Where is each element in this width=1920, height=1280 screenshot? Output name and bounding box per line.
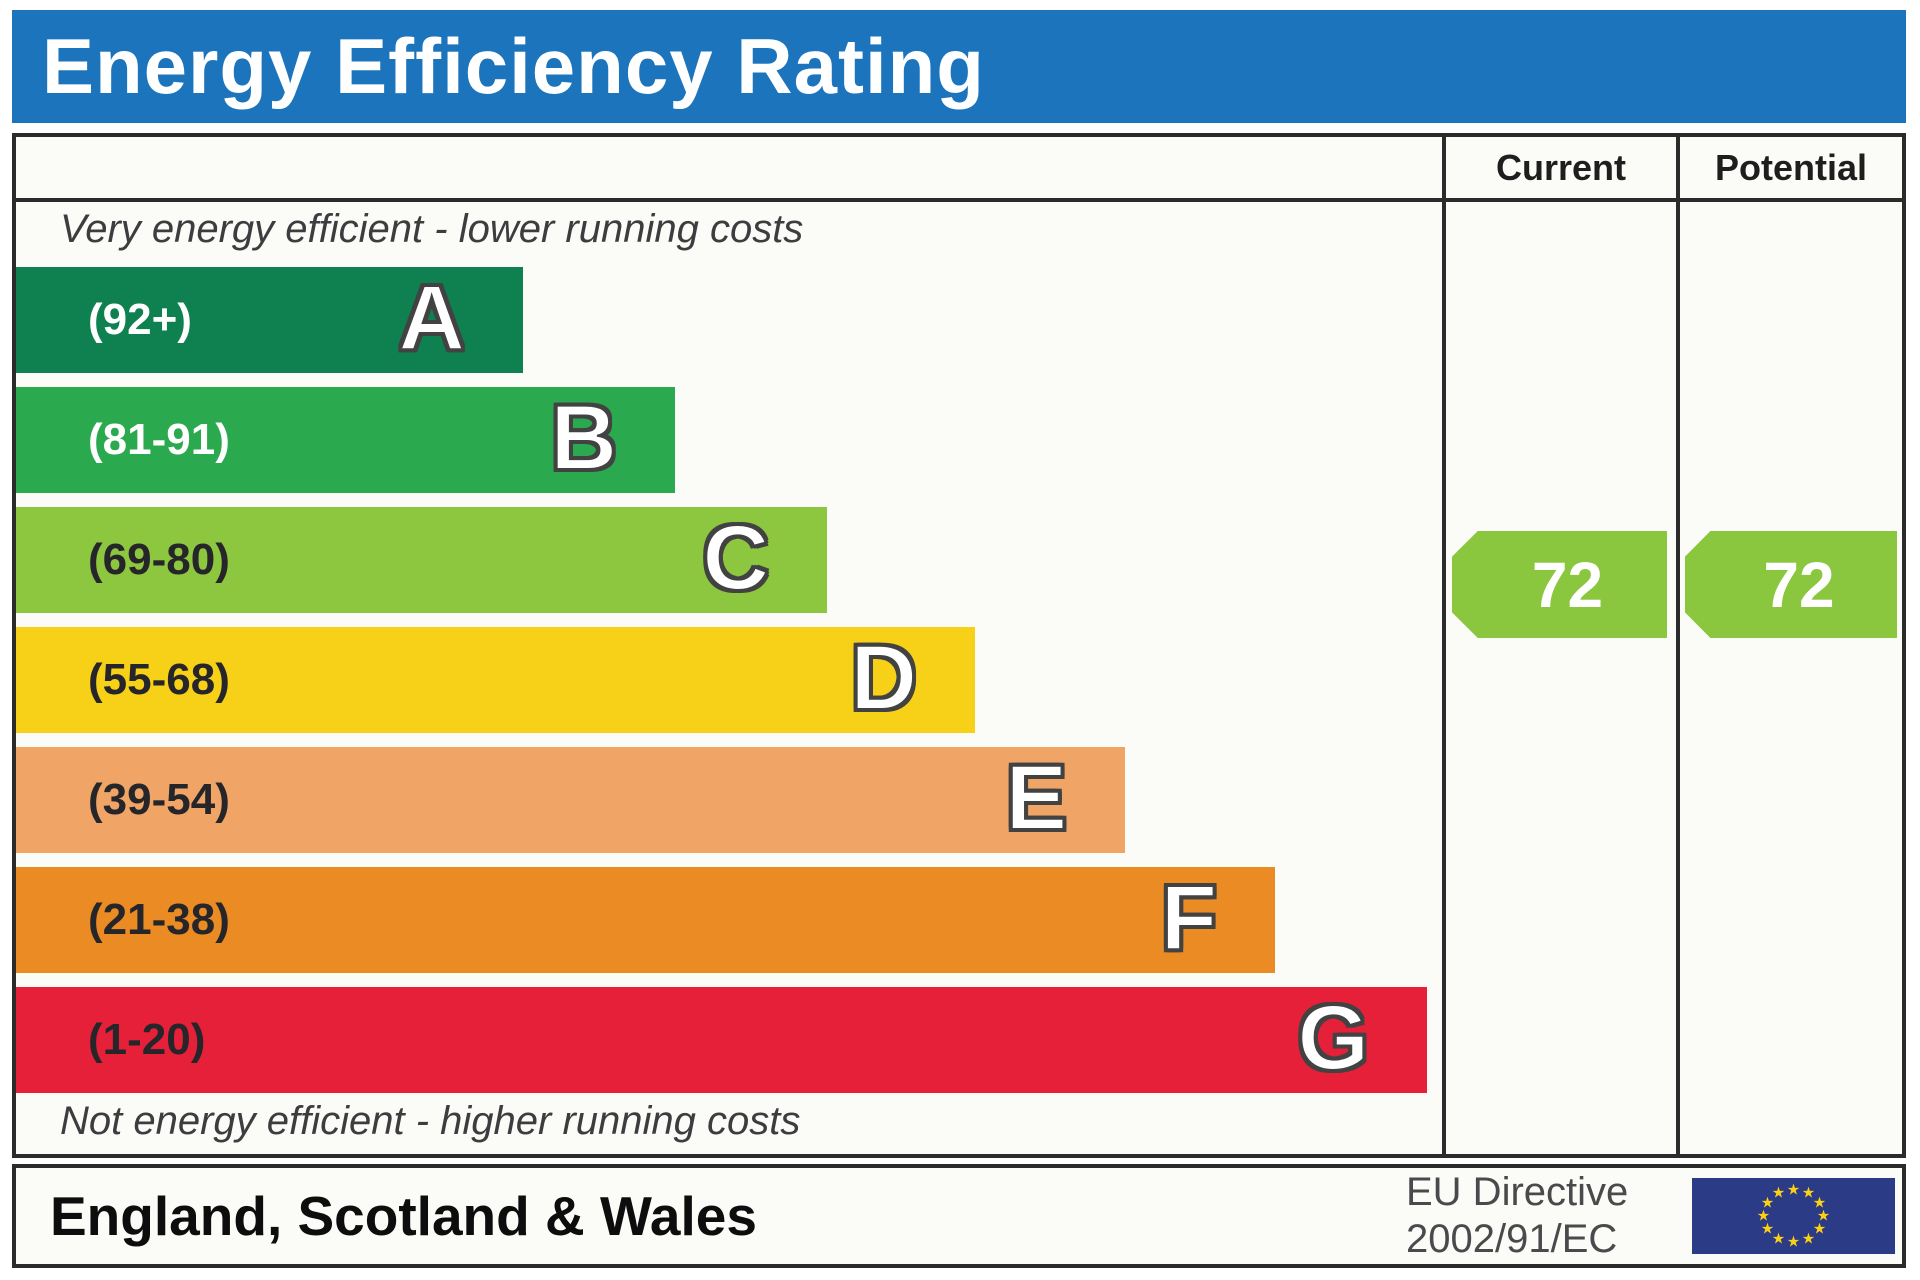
caption-not-efficient: Not energy efficient - higher running co…	[60, 1099, 801, 1143]
eu-flag-star: ★	[1760, 1220, 1775, 1238]
band-range-label: (21-38)	[88, 895, 230, 944]
eu-flag-star: ★	[1760, 1194, 1775, 1212]
eu-flag-star: ★	[1771, 1184, 1786, 1202]
band-row-g: (1-20) G	[16, 987, 1427, 1093]
band-letter: F	[1160, 867, 1218, 970]
eu-flag-star: ★	[1812, 1194, 1827, 1212]
region-label: England, Scotland & Wales	[50, 1185, 757, 1247]
band-row-c: (69-80) C	[16, 507, 827, 613]
eu-flag-star: ★	[1786, 1181, 1801, 1199]
header-underline	[16, 198, 1902, 202]
title-bar: Energy Efficiency Rating	[12, 10, 1906, 123]
band-range-label: (1-20)	[88, 1015, 206, 1064]
chart-table: Current Potential Very energy efficient …	[12, 133, 1906, 1158]
band-range-label: (55-68)	[88, 655, 230, 704]
potential-rating-value: 72	[1763, 548, 1835, 621]
eu-flag-star: ★	[1801, 1184, 1816, 1202]
column-header-current: Current	[1495, 147, 1626, 188]
band-row-b: (81-91) B	[16, 387, 675, 493]
eu-flag-star: ★	[1816, 1207, 1831, 1225]
band-row-f: (21-38) F	[16, 867, 1275, 973]
current-rating-value: 72	[1531, 548, 1604, 621]
column-divider-left	[1442, 137, 1446, 1154]
band-range-label: (92+)	[88, 295, 192, 344]
column-header-potential: Potential	[1714, 147, 1867, 188]
current-rating-arrow: 72	[1452, 531, 1667, 638]
column-divider-right	[1676, 137, 1680, 1154]
page-title: Energy Efficiency Rating	[42, 22, 985, 110]
band-letter: E	[1005, 747, 1068, 850]
band-letter: C	[702, 507, 770, 610]
band-range-label: (39-54)	[88, 775, 230, 824]
band-row-d: (55-68) D	[16, 627, 975, 733]
band-letter: B	[550, 387, 618, 490]
eu-flag: ★ ★ ★ ★ ★ ★ ★ ★ ★ ★ ★ ★	[1692, 1178, 1895, 1254]
band-letter: A	[398, 267, 466, 370]
band-row-e: (39-54) E	[16, 747, 1125, 853]
eu-flag-star: ★	[1771, 1230, 1786, 1248]
band-letter: D	[850, 627, 918, 730]
eu-directive-line2: 2002/91/EC	[1406, 1217, 1618, 1261]
band-range-label: (69-80)	[88, 535, 230, 584]
eu-flag-star: ★	[1756, 1207, 1771, 1225]
caption-very-efficient: Very energy efficient - lower running co…	[60, 207, 804, 251]
band-range-label: (81-91)	[88, 415, 230, 464]
eu-directive-text: EU Directive 2002/91/EC	[1406, 1169, 1628, 1263]
eu-directive-line1: EU Directive	[1406, 1169, 1629, 1214]
band-letter: G	[1296, 987, 1370, 1090]
eu-flag-star: ★	[1786, 1233, 1801, 1251]
eu-flag-star: ★	[1812, 1220, 1827, 1238]
footer-bar: England, Scotland & Wales EU Directive 2…	[12, 1164, 1906, 1268]
eu-flag-star: ★	[1801, 1230, 1816, 1248]
potential-rating-arrow: 72	[1685, 531, 1897, 638]
band-row-a: (92+) A	[16, 267, 523, 373]
